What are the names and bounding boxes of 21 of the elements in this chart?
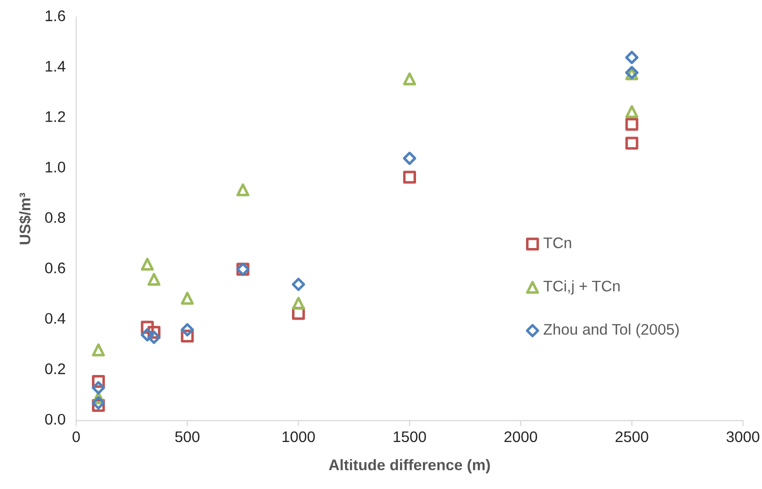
y-tick-label: 0.2 <box>45 363 66 374</box>
x-tick-label: 1500 <box>394 431 426 442</box>
y-tick-label: 0.6 <box>45 262 66 274</box>
x-tick-label: 2500 <box>616 431 648 442</box>
y-tick-label: 0.8 <box>45 212 66 223</box>
y-axis-title: US$/m³ <box>18 192 32 244</box>
y-tick-label: 1.2 <box>46 111 66 122</box>
legend-label: Zhou and Tol (2005) <box>544 324 679 338</box>
y-tick-label: 0.4 <box>45 312 66 324</box>
x-tick-label: 0 <box>72 431 80 442</box>
legend-label: TCi,j + TCn <box>544 280 620 295</box>
y-tick-label: 1.4 <box>46 60 66 72</box>
x-tick-label: 3000 <box>726 431 760 442</box>
x-tick-label: 1000 <box>282 431 315 442</box>
y-tick-label: 0.0 <box>45 414 66 425</box>
x-axis-title: Altitude difference (m) <box>328 459 490 474</box>
x-tick-label: 500 <box>175 431 200 442</box>
x-tick-label: 2000 <box>504 431 538 442</box>
y-tick-label: 1.0 <box>46 162 66 172</box>
y-tick-label: 1.6 <box>46 10 66 22</box>
legend-label: TCn <box>544 237 572 248</box>
